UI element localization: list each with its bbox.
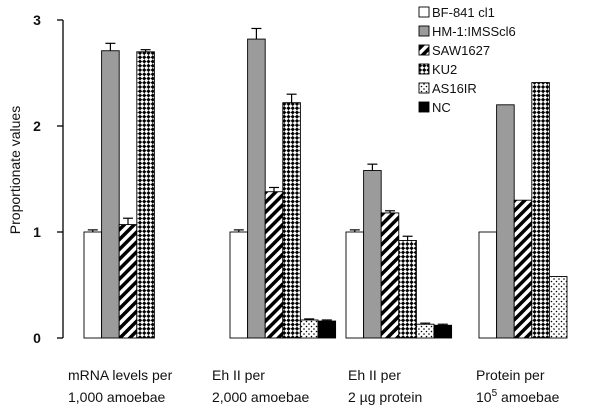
y-tick-label: 1 bbox=[33, 224, 41, 240]
bar-white-group-2 bbox=[229, 231, 249, 339]
error-bars-layer bbox=[87, 27, 448, 326]
y-axis-ticks: 0 1 2 3 bbox=[33, 12, 63, 346]
bar-checkerboard-group-2 bbox=[282, 102, 301, 339]
category-label-line2-text: 2 µg protein bbox=[348, 389, 422, 405]
legend-label: AS16IR bbox=[432, 81, 477, 96]
bar-white-group-3 bbox=[345, 231, 365, 339]
legend-label: SAW1627 bbox=[432, 43, 490, 58]
bar-diagonal-stripes-group-2 bbox=[264, 191, 284, 339]
bar-gray-group-1 bbox=[101, 50, 120, 339]
bar-dots-group-4 bbox=[548, 276, 568, 339]
bar-diagonal-stripes-group-3 bbox=[380, 212, 400, 339]
category-label-superscript: 5 bbox=[492, 388, 498, 399]
bar-black-group-3 bbox=[433, 324, 453, 339]
category-label-line1: Protein per bbox=[476, 367, 545, 383]
category-label-line2-text: 10 bbox=[476, 389, 492, 405]
y-tick-label: 3 bbox=[33, 12, 41, 28]
legend-swatch-diagonal-stripes bbox=[418, 44, 430, 56]
category-label-line2: 1,000 amoebae bbox=[68, 389, 166, 405]
legend-label: NC bbox=[432, 100, 451, 115]
category-label-line2: 2,000 amoebae bbox=[212, 389, 310, 405]
bar-dots-group-3 bbox=[415, 323, 435, 339]
bar-checkerboard-group-1 bbox=[136, 51, 155, 339]
bar-white-group-1 bbox=[83, 231, 103, 339]
y-tick-label: 2 bbox=[33, 118, 41, 134]
category-label-line2: 2 µg protein bbox=[348, 389, 422, 405]
legend-swatch-checkerboard bbox=[418, 63, 430, 75]
x-axis-category-labels: mRNA levels per 1,000 amoebae Eh II per 2,0… bbox=[68, 367, 560, 405]
bar-checkerboard-group-4 bbox=[531, 82, 550, 339]
category-label-line2-text: 2,000 amoebae bbox=[212, 389, 310, 405]
y-tick-label: 0 bbox=[33, 330, 41, 346]
category-label-line1: Eh II per bbox=[212, 367, 265, 383]
legend-swatch-black bbox=[418, 101, 430, 113]
category-label-line1: Eh II per bbox=[348, 367, 401, 383]
legend-swatch-white bbox=[418, 6, 430, 18]
bars-layer bbox=[83, 38, 568, 339]
bar-diagonal-stripes-group-1 bbox=[118, 224, 138, 339]
legend-label: KU2 bbox=[432, 62, 457, 77]
legend-swatch-gray bbox=[418, 25, 430, 37]
y-axis-title: Proportionate values bbox=[7, 106, 23, 234]
bar-black-group-2 bbox=[317, 320, 337, 339]
bar-gray-group-2 bbox=[247, 38, 266, 339]
category-label-line2-tail: amoebae bbox=[497, 389, 559, 405]
bar-diagonal-stripes-group-4 bbox=[513, 199, 533, 339]
bar-gray-group-4 bbox=[496, 104, 515, 339]
category-label-line1: mRNA levels per bbox=[68, 367, 173, 383]
legend: BF-841 cl1 HM-1:IMSScl6 SAW1627 KU2 AS16IR NC bbox=[418, 5, 516, 115]
legend-label: HM-1:IMSScl6 bbox=[432, 24, 516, 39]
bar-dots-group-2 bbox=[299, 319, 319, 339]
bar-white-group-4 bbox=[478, 231, 498, 339]
category-label-line2: 105 amoebae bbox=[476, 388, 560, 405]
legend-label: BF-841 cl1 bbox=[432, 5, 495, 20]
category-label-line2-text: 1,000 amoebae bbox=[68, 389, 166, 405]
legend-swatch-dots bbox=[418, 82, 430, 94]
bar-gray-group-3 bbox=[363, 170, 382, 339]
bar-checkerboard-group-3 bbox=[398, 240, 417, 339]
